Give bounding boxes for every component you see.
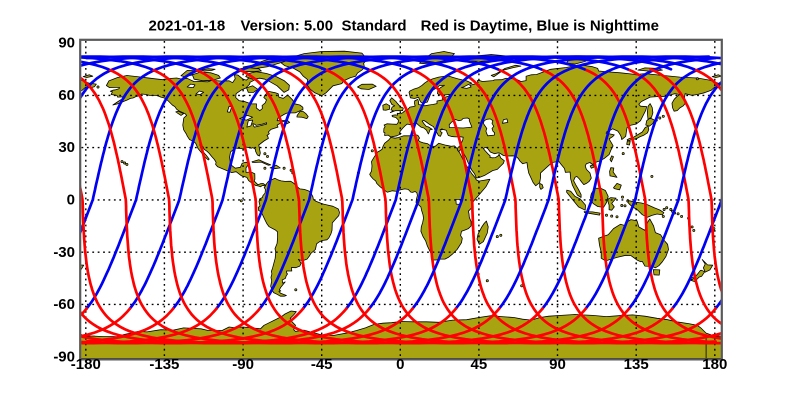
svg-text:-135: -135 xyxy=(149,356,179,373)
svg-text:90: 90 xyxy=(549,356,566,373)
svg-text:180: 180 xyxy=(702,356,727,373)
svg-text:-90: -90 xyxy=(232,356,254,373)
svg-text:45: 45 xyxy=(471,356,488,373)
svg-text:-90: -90 xyxy=(53,348,75,365)
svg-text:60: 60 xyxy=(58,87,75,104)
svg-text:-45: -45 xyxy=(311,356,333,373)
svg-text:90: 90 xyxy=(58,35,75,52)
svg-text:-60: -60 xyxy=(53,296,75,313)
svg-text:135: 135 xyxy=(624,356,649,373)
svg-text:-30: -30 xyxy=(53,244,75,261)
svg-text:0: 0 xyxy=(396,356,404,373)
svg-text:0: 0 xyxy=(67,192,75,209)
svg-text:30: 30 xyxy=(58,139,75,156)
svg-text:-180: -180 xyxy=(71,356,101,373)
